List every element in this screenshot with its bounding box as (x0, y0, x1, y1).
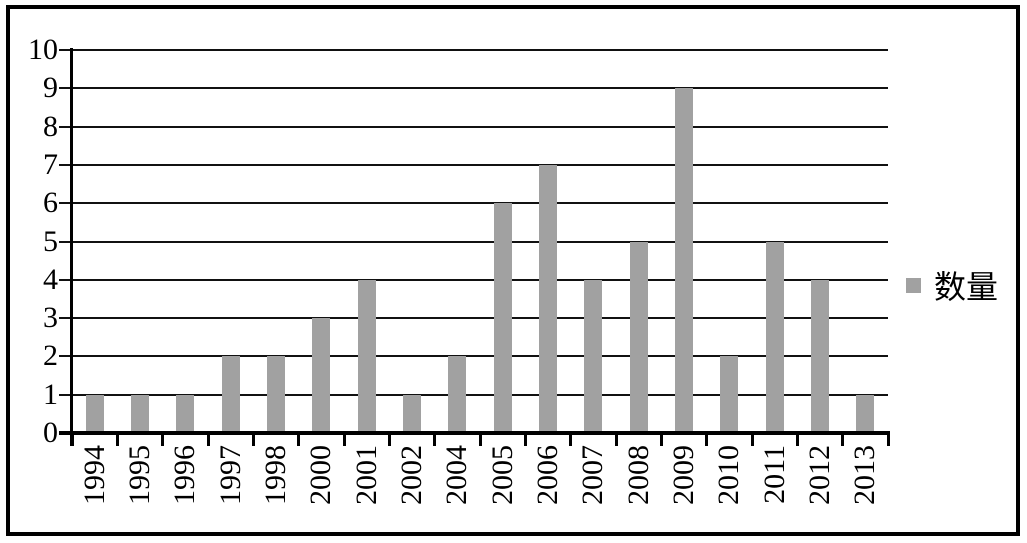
x-tick-label-2002: 2002 (395, 445, 428, 505)
x-axis-tick (115, 434, 119, 446)
y-tick-label-6: 6 (43, 186, 58, 220)
gridline-6 (59, 202, 888, 205)
x-axis-line (59, 431, 890, 435)
bar-2008 (629, 241, 648, 433)
x-tick-label-2013: 2013 (848, 445, 882, 505)
bar-2012 (811, 279, 829, 433)
bar-2001 (357, 279, 376, 433)
bar-1996 (176, 394, 195, 433)
x-axis-tick (659, 434, 663, 446)
x-axis-tick (705, 434, 709, 446)
x-tick-label-2001: 2001 (349, 445, 383, 505)
x-tick-label-1995: 1995 (123, 445, 156, 505)
x-tick-label-1996: 1996 (168, 445, 202, 505)
gridline-8 (59, 125, 888, 128)
x-axis-tick (614, 434, 618, 446)
x-axis-tick (523, 434, 527, 446)
x-tick-label-2007: 2007 (576, 445, 610, 505)
x-tick-label-2006: 2006 (531, 445, 564, 505)
bar-2006 (539, 164, 557, 433)
bar-2002 (403, 394, 421, 433)
x-axis-tick (841, 434, 845, 446)
x-tick-label-2010: 2010 (712, 445, 746, 505)
x-tick-label-2011: 2011 (757, 445, 791, 504)
y-tick-label-5: 5 (43, 224, 58, 258)
x-axis-tick (70, 434, 74, 446)
y-tick-label-10: 10 (28, 33, 58, 66)
x-axis-tick (569, 434, 573, 446)
x-tick-label-2005: 2005 (485, 445, 519, 505)
gridline-2 (59, 355, 888, 358)
x-tick-label-2000: 2000 (304, 445, 338, 505)
x-tick-label-2012: 2012 (803, 445, 836, 505)
gridline-5 (59, 240, 888, 243)
bar-2009 (675, 88, 693, 433)
y-axis-line (70, 48, 73, 446)
y-tick-label-7: 7 (43, 147, 58, 181)
x-tick-label-2008: 2008 (621, 445, 655, 505)
bar-2004 (448, 356, 467, 433)
x-axis-tick (795, 434, 799, 446)
x-axis-tick (750, 434, 754, 446)
y-tick-label-2: 2 (43, 339, 58, 373)
gridline-7 (59, 163, 888, 166)
legend-label: 数量 (934, 269, 999, 305)
y-tick-label-4: 4 (43, 262, 58, 296)
y-tick-label-0: 0 (43, 416, 58, 449)
x-tick-label-1997: 1997 (213, 445, 247, 505)
gridline-3 (59, 317, 888, 320)
x-tick-label-1994: 1994 (77, 445, 111, 505)
x-axis-tick (297, 434, 301, 446)
y-tick-label-1: 1 (43, 377, 58, 411)
bar-2010 (720, 356, 739, 433)
legend-swatch-icon (906, 277, 921, 293)
x-tick-label-1998: 1998 (259, 445, 292, 505)
x-tick-label-2009: 2009 (667, 445, 700, 505)
x-tick-label-2004: 2004 (440, 445, 474, 505)
x-axis-tick (387, 434, 391, 446)
gridline-10 (59, 49, 888, 51)
gridline-9 (59, 87, 888, 90)
bar-1997 (221, 356, 240, 433)
y-tick-label-9: 9 (43, 71, 58, 105)
bar-2000 (312, 318, 331, 433)
y-tick-label-8: 8 (43, 109, 58, 143)
bar-2007 (584, 279, 603, 433)
legend: 数量 (906, 264, 998, 306)
bar-1998 (267, 356, 285, 433)
bar-2005 (493, 203, 512, 433)
y-tick-label-3: 3 (43, 301, 58, 335)
x-axis-tick (342, 434, 346, 446)
x-axis-tick (433, 434, 437, 446)
figure-border (6, 5, 1020, 536)
bar-1995 (131, 394, 149, 433)
bar-1994 (85, 394, 104, 433)
gridline-4 (59, 278, 888, 281)
x-axis-tick (161, 434, 165, 446)
bar-2013 (856, 394, 875, 433)
x-axis-tick (251, 434, 255, 446)
x-axis-tick (886, 434, 890, 446)
x-axis-tick (206, 434, 210, 446)
bar-2011 (765, 241, 784, 433)
gridline-1 (59, 393, 888, 396)
x-axis-tick (478, 434, 482, 446)
